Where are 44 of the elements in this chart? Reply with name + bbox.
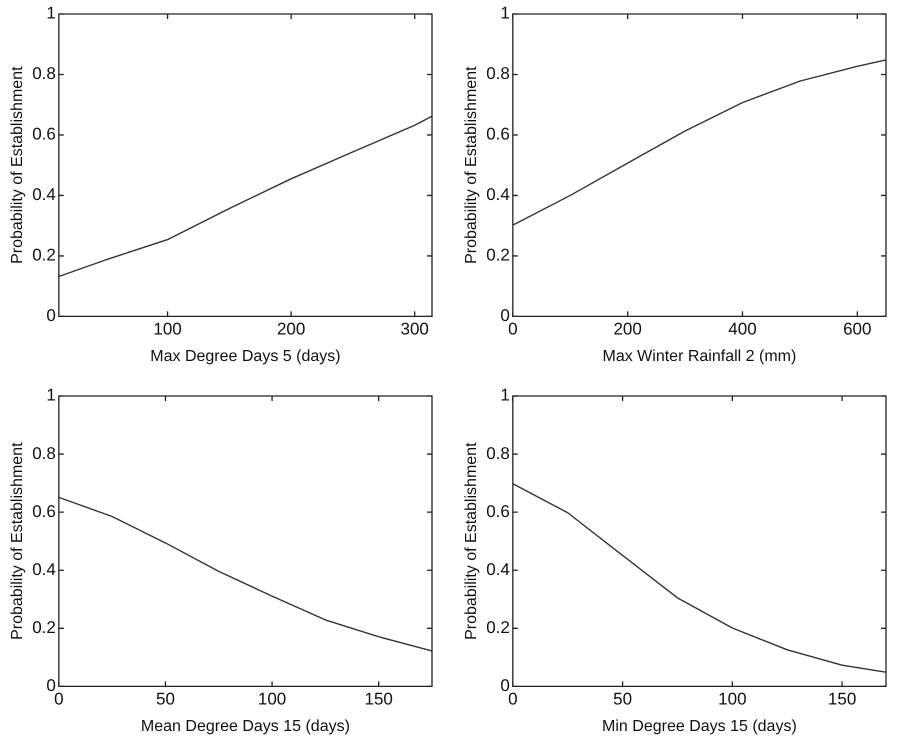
y-tick-label: 0.2: [32, 246, 56, 265]
x-tick-label: 300: [400, 319, 429, 338]
y-axis-title: Probability of Establishment: [463, 442, 480, 640]
y-tick-label: 0.4: [486, 560, 510, 579]
y-tick-label: 0.4: [32, 185, 56, 204]
x-tick-label: 200: [613, 319, 642, 338]
y-tick-label: 1: [46, 4, 56, 23]
y-tick-label: 0: [46, 306, 56, 326]
x-tick-label: 150: [364, 689, 393, 708]
y-tick-label: 0.2: [486, 618, 510, 638]
y-axis-title: Probability of Establishment: [9, 442, 26, 640]
x-tick-label: 50: [613, 689, 632, 708]
y-tick-label: 0.4: [486, 185, 510, 204]
y-axis-title: Probability of Establishment: [9, 66, 26, 264]
y-axis-title: Probability of Establishment: [463, 66, 480, 264]
x-tick-label: 100: [718, 689, 747, 708]
y-tick-label: 1: [500, 386, 510, 405]
x-axis-title: Mean Degree Days 15 (days): [140, 718, 350, 735]
x-tick-label: 150: [828, 689, 856, 708]
y-tick-label: 0.8: [32, 64, 56, 84]
y-tick-label: 0.8: [32, 444, 56, 463]
y-tick-label: 0.4: [32, 560, 56, 579]
x-axis-title: Max Degree Days 5 (days): [150, 348, 341, 365]
y-tick-label: 0: [500, 306, 510, 326]
x-tick-label: 600: [843, 319, 872, 338]
x-axis-title: Max Winter Rainfall 2 (mm): [602, 348, 796, 365]
y-tick-label: 0.8: [486, 64, 510, 84]
y-tick-label: 1: [500, 4, 510, 23]
x-tick-label: 200: [276, 319, 306, 338]
y-tick-label: 0.2: [32, 618, 56, 638]
x-tick-label: 100: [258, 689, 286, 708]
x-tick-label: 400: [728, 319, 757, 338]
y-tick-label: 0.6: [32, 502, 56, 521]
x-tick-label: 100: [153, 319, 182, 338]
y-tick-label: 0.2: [486, 246, 510, 265]
y-tick-label: 0.6: [486, 124, 510, 144]
y-tick-label: 0: [46, 676, 56, 696]
y-tick-label: 0.8: [486, 444, 510, 463]
y-tick-label: 1: [46, 386, 56, 405]
y-tick-label: 0.6: [32, 124, 56, 144]
x-tick-label: 50: [156, 689, 175, 708]
x-axis-title: Min Degree Days 15 (days): [602, 718, 797, 735]
y-tick-label: 0.6: [486, 502, 510, 521]
y-tick-label: 0: [500, 676, 510, 696]
